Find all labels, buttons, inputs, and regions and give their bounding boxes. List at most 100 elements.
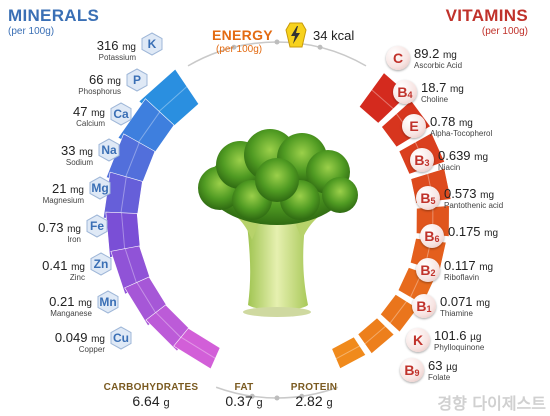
mineral-label-na: 33 mg Sodium: [36, 143, 93, 167]
bar-highlight: [136, 282, 159, 318]
macro-carbohydrates: CARBOHYDRATES 6.64 g: [96, 382, 206, 409]
top-arc: [187, 41, 367, 67]
hexagon-icon: [126, 68, 148, 92]
mineral-amount: 33 mg: [61, 143, 93, 158]
vitamin-name: Choline: [421, 95, 449, 104]
vitamin-name: Folate: [428, 373, 451, 382]
mineral-amount: 0.049 mg: [54, 330, 105, 345]
mineral-symbol-zn: Zn: [89, 252, 113, 276]
vitamin-label-b6: 0.175 mg: [448, 224, 498, 239]
hexagon-icon: [98, 138, 120, 162]
mineral-label-mg: 21 mg Magnesium: [28, 181, 84, 205]
bar-highlight: [180, 336, 216, 359]
vitamin-name: Pantothenic acid: [444, 201, 504, 210]
hexagon-icon: [110, 102, 132, 126]
mineral-amount: 66 mg: [89, 72, 121, 87]
vitamin-amount: 89.2 mg: [414, 46, 457, 61]
mineral-symbol-k: K: [140, 32, 164, 56]
arc-dot: [274, 39, 280, 45]
macro-label: CARBOHYDRATES: [103, 382, 199, 393]
arc-dot: [249, 393, 255, 399]
mineral-symbol-p: P: [125, 68, 149, 92]
mineral-symbol-na: Na: [97, 138, 121, 162]
hexagon-icon: [110, 326, 132, 350]
hexagon-icon: [89, 176, 111, 200]
vitamin-amount: 0.071 mg: [440, 294, 491, 309]
vitamin-name: Alpha-Tocopherol: [430, 129, 493, 138]
vitamins-per-label: (per 100g): [481, 26, 528, 37]
bar-highlight: [371, 89, 394, 110]
vitamin-symbol-k: K: [406, 328, 430, 352]
bar-highlight: [155, 312, 185, 342]
vitamin-amount: 63 µg: [428, 358, 458, 373]
hexagon-icon: [97, 290, 119, 314]
mineral-label-k: 316 mg Potassium: [96, 38, 136, 62]
vitamin-label-c: 89.2 mg Ascorbic Acid: [414, 46, 462, 70]
mineral-amount: 0.73 mg: [38, 220, 81, 235]
mineral-name: Magnesium: [42, 196, 84, 205]
mineral-symbol-mg: Mg: [88, 176, 112, 200]
bar-highlight: [134, 111, 161, 148]
bar-highlight: [335, 345, 360, 360]
vitamin-name: Thiamine: [440, 309, 473, 318]
macro-label: PROTEIN: [290, 382, 338, 393]
vitamin-label-b9: 63 µg Folate: [428, 358, 457, 382]
vitamin-label-b3: 0.639 mg Niacin: [438, 148, 488, 172]
broccoli-branch-right: [296, 205, 335, 240]
broccoli-branch-left: [220, 205, 258, 240]
vitamin-label-b5: 0.573 mg Pantothenic acid: [444, 186, 503, 210]
mineral-symbol-ca: Ca: [109, 102, 133, 126]
mineral-label-mn: 0.21 mg Manganese: [30, 294, 92, 318]
energy-value: 34 kcal: [313, 28, 354, 43]
vitamin-name: Riboflavin: [444, 273, 480, 282]
energy-title: ENERGY: [212, 27, 273, 43]
bar-highlight: [154, 86, 188, 116]
vitamin-amount: 101.6 µg: [434, 328, 482, 343]
mineral-name: Phosphorus: [78, 87, 121, 96]
energy-per-label: (per 100g): [216, 44, 263, 55]
vitamin-name: Ascorbic Acid: [414, 61, 463, 70]
minerals-title: MINERALS: [8, 6, 100, 25]
vitamin-amount: 0.639 mg: [438, 148, 489, 163]
mineral-name: Calcium: [76, 119, 105, 128]
vitamins-title: VITAMINS: [445, 6, 528, 25]
broccoli-stem-base: [243, 307, 311, 317]
lightning-bolt-icon: [284, 22, 308, 48]
mineral-name: Potassium: [98, 53, 136, 62]
mineral-amount: 47 mg: [73, 104, 105, 119]
arc-dot: [317, 44, 323, 50]
mineral-label-zn: 0.41 mg Zinc: [26, 258, 85, 282]
macro-protein: PROTEIN 2.82 g: [284, 382, 344, 409]
energy-amount: 34: [313, 28, 328, 43]
minerals-per-label: (per 100g): [8, 26, 55, 37]
mineral-name: Copper: [78, 345, 105, 354]
vitamin-symbol-e: E: [402, 114, 426, 138]
mineral-symbol-mn: Mn: [96, 290, 120, 314]
energy-unit: kcal: [331, 28, 355, 43]
bar-highlight: [364, 325, 386, 345]
vitamin-label-b1: 0.071 mg Thiamine: [440, 294, 490, 318]
hexagon-icon: [86, 214, 108, 238]
bar-highlight: [119, 176, 127, 219]
vitamin-amount: 0.117 mg: [444, 258, 494, 273]
vitamin-amount: 0.175 mg: [448, 224, 499, 239]
vitamin-label-b4: 18.7 mg Choline: [421, 80, 464, 104]
mineral-label-p: 66 mg Phosphorus: [64, 72, 121, 96]
vitamin-symbol-c: C: [386, 46, 410, 70]
bar-highlight: [123, 142, 140, 182]
macro-value: 6.64 g: [132, 393, 170, 409]
watermark-text: 경향 다이제스트: [437, 394, 546, 413]
mineral-name: Manganese: [50, 309, 92, 318]
vitamin-label-b2: 0.117 mg Riboflavin: [444, 258, 493, 282]
mineral-label-fe: 0.73 mg Iron: [28, 220, 81, 244]
hexagon-icon: [90, 252, 112, 276]
broccoli-stem: [246, 215, 308, 311]
